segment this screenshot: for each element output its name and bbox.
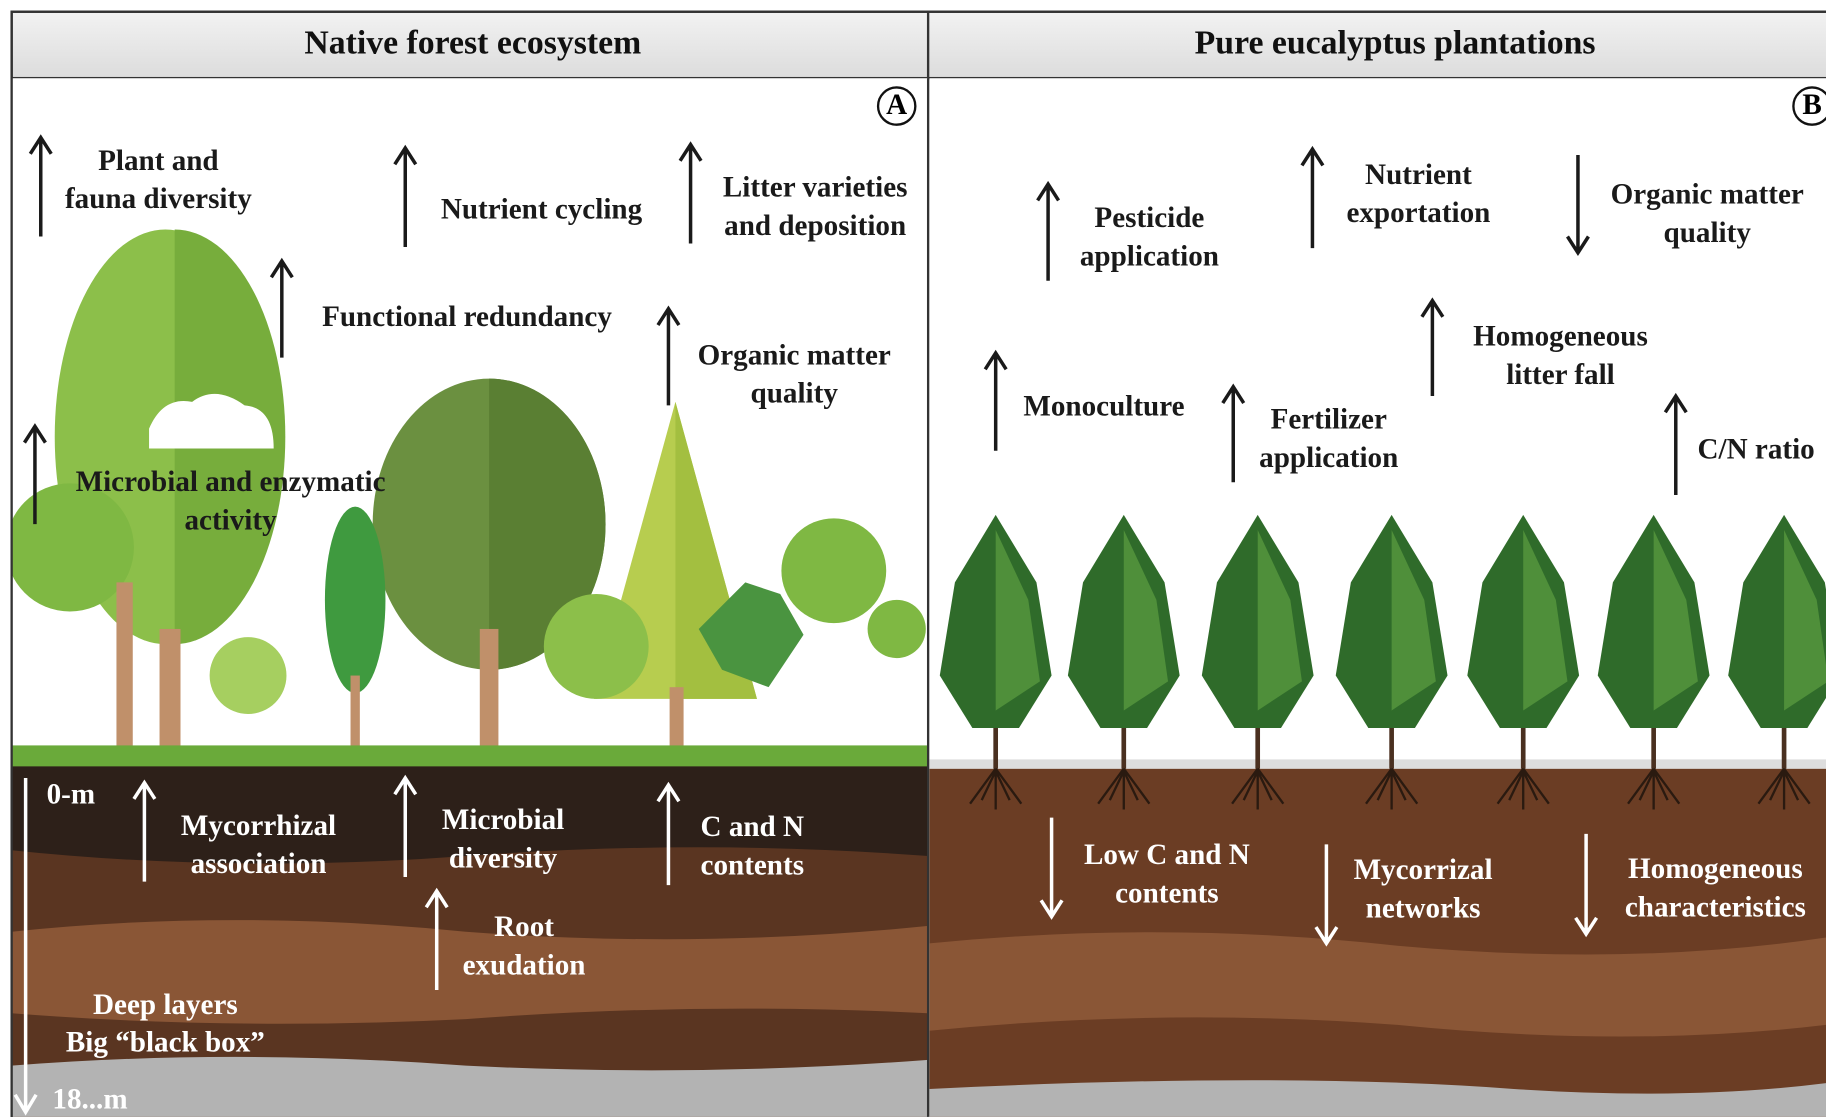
annotation: Organic matter: [1611, 179, 1804, 211]
annotation: litter fall: [1506, 359, 1615, 391]
annotation: Mycorrizal: [1354, 854, 1493, 886]
annotation: Fertilizer: [1271, 403, 1387, 435]
annotation: Nutrient cycling: [441, 194, 643, 226]
figure: Native forest ecosystem Pure eucalyptus …: [0, 0, 1826, 1117]
annotation: Microbial and enzymatic: [76, 466, 386, 498]
annotation: Pesticide: [1094, 202, 1204, 234]
annotation: Nutrient: [1365, 159, 1472, 191]
annotation: Functional redundancy: [322, 301, 612, 333]
annotation: Organic matter: [698, 339, 891, 371]
depth-label: 18...m: [52, 1083, 127, 1115]
annotation: Mycorrhizal: [181, 810, 336, 842]
annotation: application: [1080, 240, 1219, 272]
annotation: Low C and N: [1084, 839, 1250, 871]
annotation: quality: [1664, 217, 1752, 249]
panel-title: Native forest ecosystem: [304, 24, 641, 61]
panel-title: Pure eucalyptus plantations: [1195, 24, 1596, 61]
annotation: and deposition: [724, 210, 906, 242]
annotation: fauna diversity: [65, 183, 252, 215]
annotation: networks: [1366, 892, 1481, 924]
annotation: Root: [494, 911, 554, 943]
annotation: association: [191, 848, 327, 880]
annotation: Microbial: [442, 804, 564, 836]
panel-label: A: [886, 89, 907, 121]
annotation: C/N ratio: [1698, 434, 1815, 466]
annotation: exudation: [463, 950, 586, 982]
annotation: contents: [1115, 877, 1219, 909]
annotation: Big “black box”: [66, 1026, 265, 1058]
annotation: quality: [751, 378, 839, 410]
annotation: Homogeneous: [1473, 321, 1648, 353]
annotation: C and N: [701, 811, 805, 843]
annotation: Litter varieties: [723, 172, 908, 204]
annotation: diversity: [449, 842, 558, 874]
annotation: Deep layers: [93, 989, 238, 1021]
panel-label: B: [1802, 89, 1821, 121]
annotation: exportation: [1346, 197, 1490, 229]
annotation: Plant and: [98, 145, 219, 177]
annotation: application: [1259, 442, 1398, 474]
annotation: Monoculture: [1023, 391, 1184, 423]
annotation: activity: [185, 505, 278, 537]
depth-label: 0-m: [47, 778, 96, 810]
annotation: characteristics: [1625, 891, 1806, 923]
annotation: contents: [701, 849, 804, 881]
annotation: Homogeneous: [1628, 853, 1803, 885]
